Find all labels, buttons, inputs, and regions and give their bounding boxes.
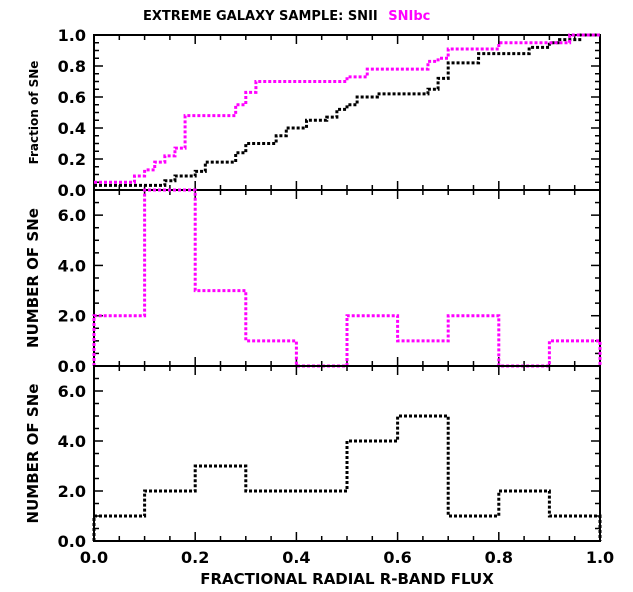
y-tick-label: 2.0 — [58, 482, 86, 501]
chart-title-prefix: EXTREME GALAXY SAMPLE: SNII — [143, 9, 378, 24]
x-tick-label: 0.0 — [80, 548, 108, 567]
x-tick-label: 0.4 — [282, 548, 310, 567]
series-snibc-line — [92, 188, 602, 368]
chart-title: EXTREME GALAXY SAMPLE: SNII SNIbc — [143, 9, 430, 24]
y-tick-label: 6.0 — [58, 382, 86, 401]
y-tick-label: 0.8 — [58, 57, 86, 76]
y-tick-label: 0.2 — [58, 150, 86, 169]
y-tick-label: 0.0 — [58, 532, 86, 551]
series-snii-line — [94, 33, 600, 187]
panel-snibc-histogram: 0.0 2.0 4.0 6.0 NUMBER OF SNe — [24, 188, 602, 376]
x-axis-label: FRACTIONAL RADIAL R-BAND FLUX — [200, 570, 494, 588]
x-tick-label: 1.0 — [586, 548, 614, 567]
x-tick-labels: 0.0 0.2 0.4 0.6 0.8 1.0 — [80, 548, 614, 567]
y-tick-label: 2.0 — [58, 307, 86, 326]
y-tick-label: 1.0 — [58, 26, 86, 45]
y-tick-label: 4.0 — [58, 256, 86, 275]
y-tick-label: 6.0 — [58, 206, 86, 225]
plot-frame — [93, 34, 601, 191]
panel-snii-histogram: 0.0 2.0 4.0 6.0 NUMBER OF SNe — [24, 365, 602, 551]
x-tick-label: 0.8 — [485, 548, 513, 567]
chart-title-highlight: SNIbc — [388, 9, 430, 24]
y-tick-label: 0.6 — [58, 88, 86, 107]
series-snii-line — [92, 414, 602, 541]
y-tick-label: 0.0 — [58, 357, 86, 376]
y-tick-label: 0.4 — [58, 119, 86, 138]
series-snibc-line — [94, 33, 600, 184]
x-tick-label: 0.2 — [181, 548, 209, 567]
y-tick-label: 4.0 — [58, 432, 86, 451]
y-axis-label: Fraction of SNe — [27, 61, 41, 165]
y-axis-label: NUMBER OF SNe — [24, 208, 42, 348]
panel-cumulative: 0.0 0.2 0.4 0.6 0.8 1.0 Fraction of SNe — [27, 26, 601, 200]
x-tick-label: 0.6 — [383, 548, 411, 567]
y-tick-label: 0.0 — [58, 181, 86, 200]
y-axis-label: NUMBER OF SNe — [24, 384, 42, 524]
